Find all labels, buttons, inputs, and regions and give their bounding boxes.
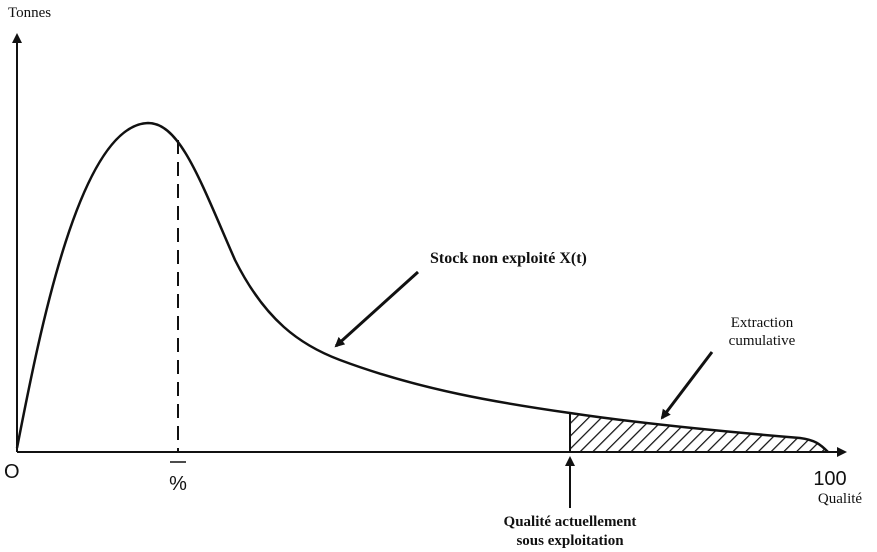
x-end-label: 100	[813, 468, 846, 490]
stock-arrow	[334, 270, 420, 348]
extraction-label: cumulative	[729, 333, 796, 349]
origin-label: O	[4, 461, 20, 483]
stock-label: Stock non exploité X(t)	[430, 250, 587, 267]
extraction-arrow	[660, 351, 714, 420]
x-label: Qualité	[818, 491, 862, 507]
current-label: Qualité actuellement	[504, 514, 637, 530]
mean-label: %	[169, 473, 187, 495]
stock-curve	[15, 121, 829, 453]
current-label: sous exploitation	[516, 533, 624, 549]
extraction-label: Extraction	[731, 315, 794, 331]
y-label: Tonnes	[8, 5, 51, 21]
